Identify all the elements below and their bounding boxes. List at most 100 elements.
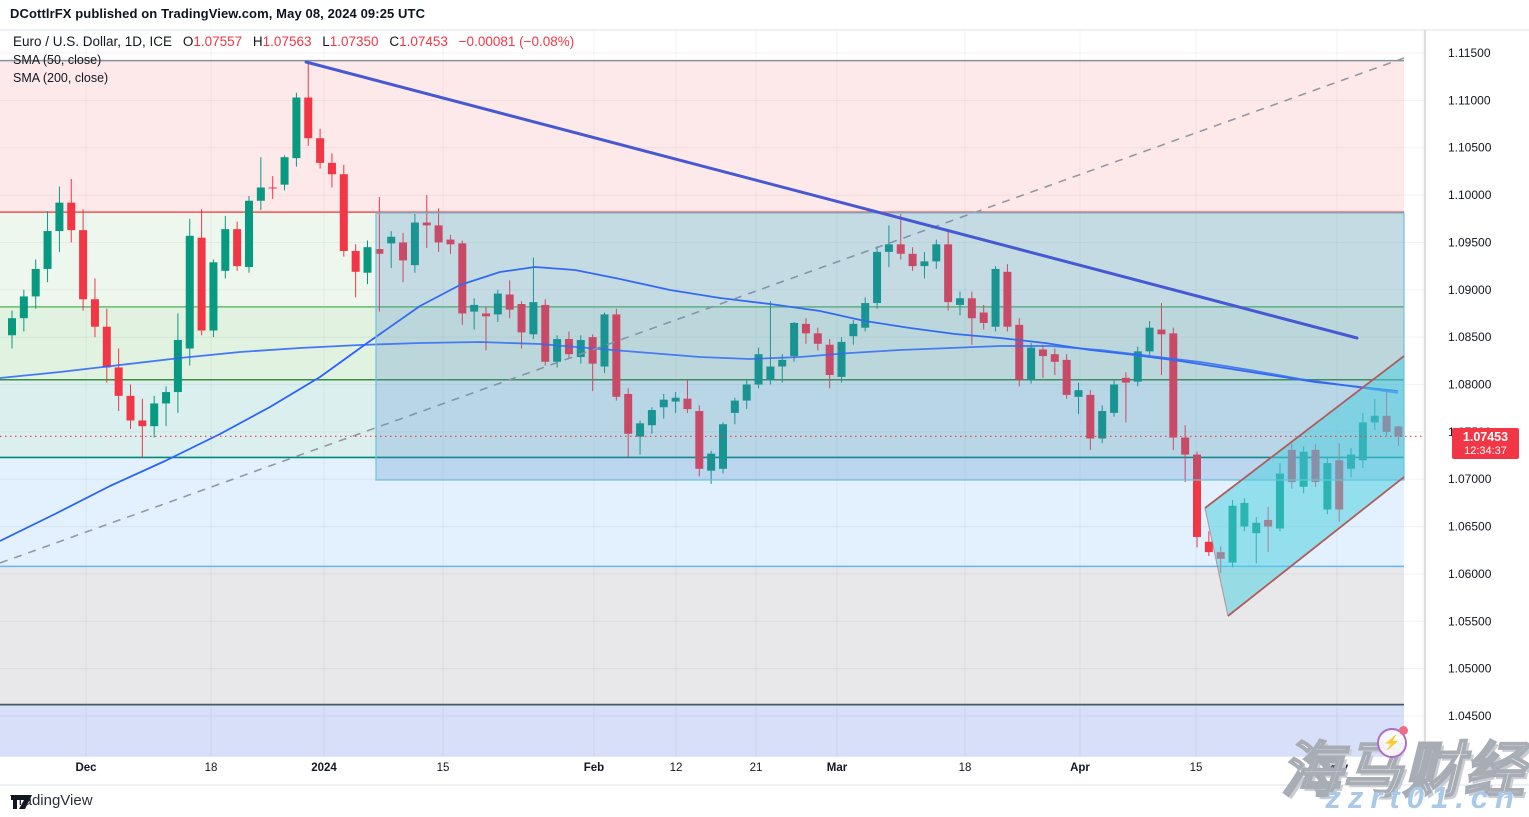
candle-body (43, 231, 52, 269)
candle-body (150, 403, 159, 427)
candle-body (671, 397, 680, 402)
candle-body (683, 398, 692, 410)
candle-body (647, 410, 656, 426)
last-price-label: 1.07453 12:34:37 (1452, 428, 1519, 459)
y-axis-label[interactable]: 1.10500 (1448, 141, 1492, 155)
candle-body (920, 261, 929, 267)
candle-body (707, 453, 716, 471)
candle-body (612, 314, 621, 397)
candle-body (387, 236, 396, 244)
tradingview-logo-icon[interactable] (10, 792, 33, 812)
candle-body (517, 303, 526, 333)
candle-body (19, 296, 28, 319)
ohlc-open-key: O (182, 34, 194, 49)
candle-body (458, 243, 467, 314)
x-axis-label[interactable]: 2024 (311, 762, 337, 774)
candle-body (861, 303, 870, 328)
candle-body (991, 268, 1000, 327)
candle-body (410, 222, 419, 266)
candle-body (268, 187, 277, 189)
channel-upper-line[interactable] (1204, 355, 1405, 509)
candle-body (1169, 333, 1178, 438)
candle-body (375, 249, 384, 254)
candle-body (280, 157, 289, 185)
candle-body (470, 304, 479, 312)
candle-body (292, 97, 301, 159)
y-axis-label[interactable]: 1.08500 (1448, 330, 1492, 344)
candle-body (114, 367, 123, 396)
candle-body (1098, 411, 1107, 439)
channel-lower-line[interactable] (1227, 476, 1405, 617)
x-axis-label[interactable]: Feb (584, 762, 604, 774)
y-axis-label[interactable]: 1.10000 (1448, 188, 1492, 202)
x-axis-label[interactable]: 15 (437, 762, 450, 774)
blue-rectangle-zone[interactable] (375, 212, 1405, 481)
symbol-title[interactable]: Euro / U.S. Dollar, 1D, ICE (13, 34, 173, 49)
candle-body (173, 339, 182, 393)
candle-body (1086, 394, 1095, 439)
candle-body (695, 411, 704, 469)
candle-body (719, 424, 727, 469)
candle-body (730, 400, 739, 413)
candle-body (1027, 347, 1036, 380)
sma-50-line[interactable] (0, 266, 1399, 542)
ohlc-high-key: H (252, 34, 263, 49)
candle-body (1193, 454, 1201, 537)
symbol-legend-row[interactable]: Euro / U.S. Dollar, 1D, ICE O1.07557 H 1.… (13, 34, 574, 49)
chart-legend: Euro / U.S. Dollar, 1D, ICE O1.07557 H 1.… (13, 34, 574, 85)
sma-200-line[interactable] (0, 341, 1399, 394)
candle-body (553, 339, 562, 362)
ohlc-close-key: C (389, 34, 400, 49)
x-axis-label[interactable]: 21 (750, 762, 763, 774)
y-axis-label[interactable]: 1.11000 (1448, 93, 1491, 107)
x-axis-label[interactable]: Mar (827, 762, 848, 774)
candle-body (659, 399, 668, 408)
candle-body (754, 354, 763, 385)
x-axis-label[interactable]: Dec (75, 762, 97, 774)
x-axis-label[interactable]: 12 (670, 762, 683, 774)
candle-body (1204, 541, 1213, 553)
last-price-value: 1.07453 (1462, 430, 1509, 444)
y-axis-label[interactable]: 1.05500 (1448, 614, 1492, 628)
candle-body (102, 326, 111, 368)
candle-body (1003, 271, 1012, 327)
ascending-channel-fill[interactable] (1205, 356, 1404, 616)
candle-body (944, 244, 953, 303)
sma200-legend[interactable]: SMA (200, close) (13, 71, 109, 85)
ohlc-open-value: 1.07557 (193, 34, 243, 49)
y-axis-label[interactable]: 1.06000 (1448, 567, 1492, 581)
candle-body (813, 333, 822, 344)
y-axis-label[interactable]: 1.06500 (1448, 520, 1492, 534)
y-axis-label[interactable]: 1.11500 (1448, 46, 1491, 60)
candle-body (339, 174, 348, 251)
y-axis-label[interactable]: 1.05000 (1448, 662, 1492, 676)
channel-left-edge (1204, 507, 1229, 617)
x-axis-label[interactable]: Apr (1070, 762, 1090, 774)
candle-body (434, 225, 443, 243)
candle-body (576, 339, 585, 358)
y-axis-label[interactable]: 1.09000 (1448, 283, 1492, 297)
x-axis-label[interactable]: 18 (959, 762, 972, 774)
candle-body (482, 313, 490, 317)
x-axis-label[interactable]: 15 (1190, 762, 1203, 774)
candle-body (351, 250, 360, 272)
candle-body (79, 230, 88, 300)
candle-body (31, 268, 40, 297)
x-axis-label[interactable]: 18 (205, 762, 218, 774)
candle-body (1062, 359, 1071, 395)
candle-body (1015, 324, 1024, 380)
sma50-legend[interactable]: SMA (50, close) (13, 53, 102, 67)
candle-body (327, 162, 336, 175)
y-axis-label[interactable]: 1.09500 (1448, 235, 1492, 249)
notification-dot (1399, 726, 1408, 735)
candle-body (221, 229, 230, 271)
x-axis-label[interactable]: May (1326, 762, 1349, 774)
y-axis-label[interactable]: 1.04500 (1448, 709, 1492, 723)
ohlc-close-value: 1.07453 (399, 34, 448, 49)
x-axis-label[interactable]: 13 (1417, 762, 1430, 774)
y-axis-label[interactable]: 1.07000 (1448, 472, 1492, 486)
byline: DCottlrFX published on TradingView.com, … (10, 6, 426, 21)
y-axis-label[interactable]: 1.08000 (1448, 378, 1492, 392)
descending-blue-trendline[interactable] (304, 60, 1359, 340)
